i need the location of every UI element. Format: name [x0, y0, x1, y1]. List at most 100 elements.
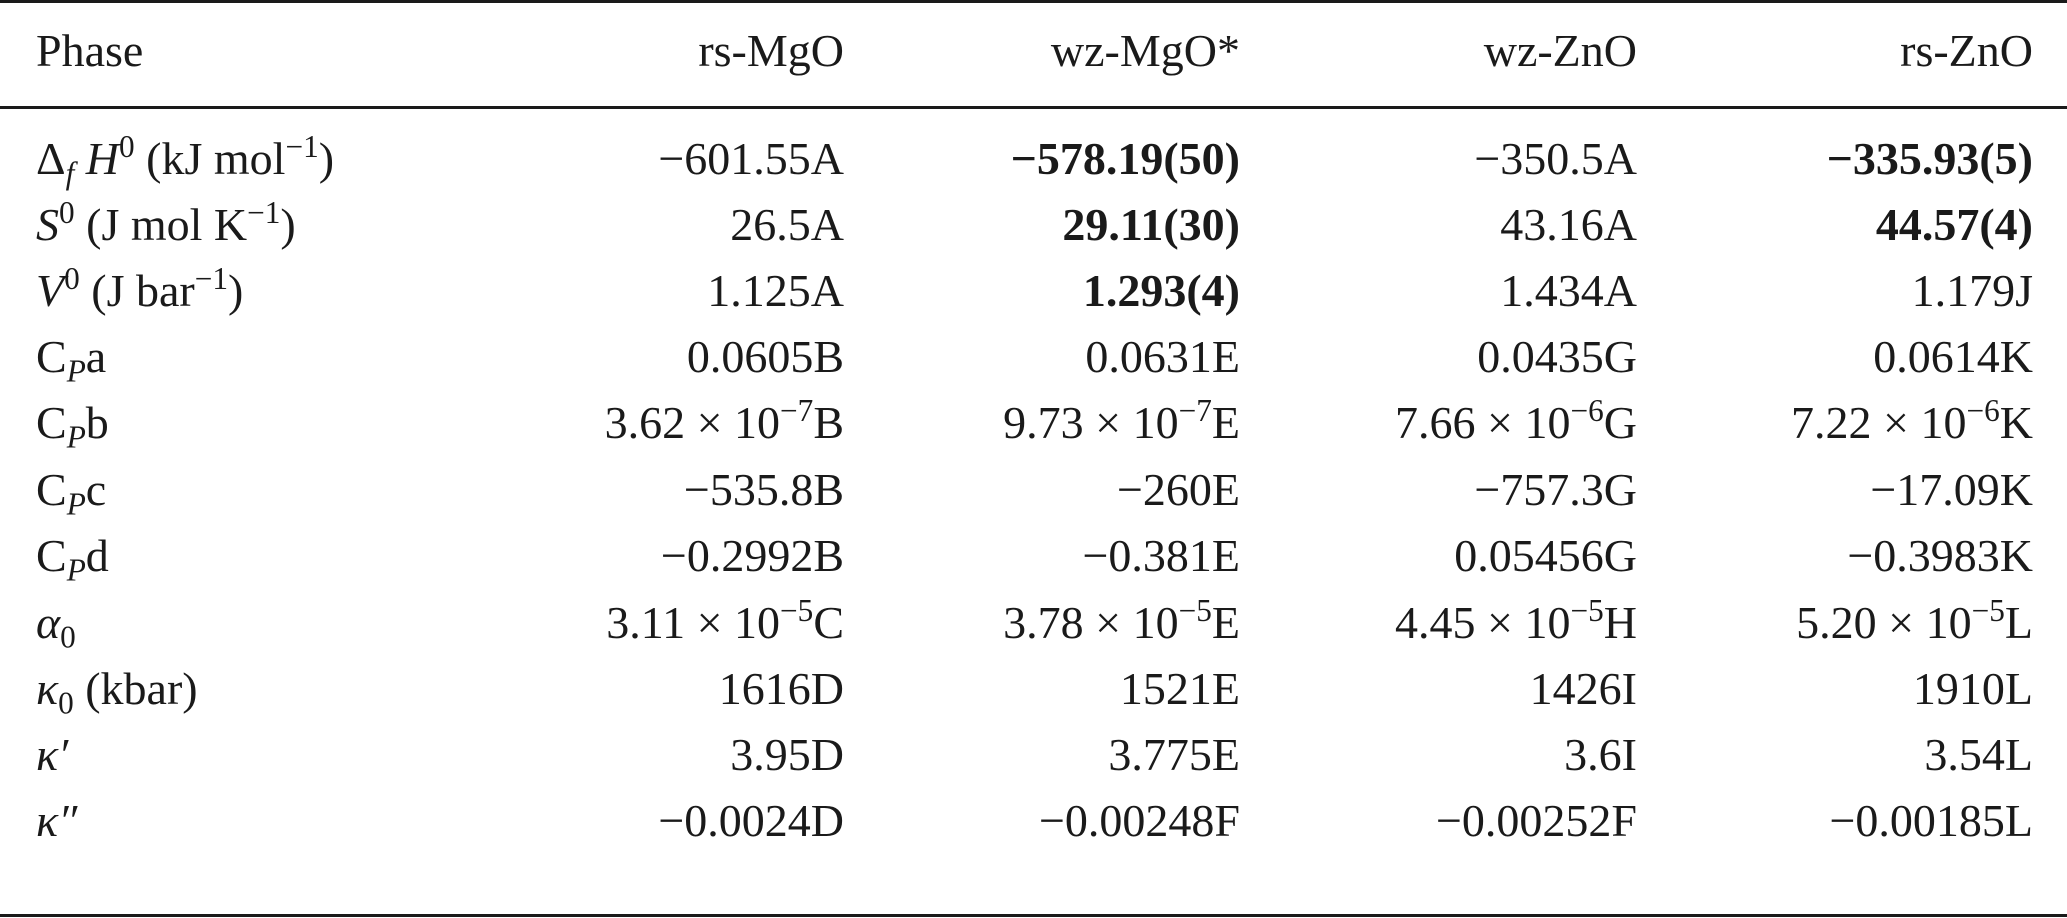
cell-rs-zno: 1910L [1912, 663, 2033, 714]
cell-rs-mgo: 26.5A [730, 199, 844, 250]
label-superscript: 0 [64, 260, 80, 296]
cell-wz-zno: 0.05456G [1454, 530, 1637, 581]
value-source: H [1603, 597, 1637, 648]
row-label: κ0 (kbar) [36, 656, 198, 722]
cell-rs-mgo: −0.2992B [660, 530, 844, 581]
cell-rs-zno: −335.93(5) [1826, 133, 2033, 184]
table-row: α0 3.11 × 10−5C 3.78 × 10−5E 4.45 × 10−5H 5.… [0, 590, 2067, 656]
label-subscript: P [66, 552, 86, 588]
cell-rs-mgo: −601.55A [658, 133, 844, 184]
table-row: κ″ −0.0024D −0.00248F −0.00252F −0.00185L [0, 788, 2067, 854]
label-tail: b [85, 397, 109, 448]
cell-wz-zno: 1426I [1529, 663, 1637, 714]
cell-wz-mgo: 1.293(4) [1082, 265, 1240, 316]
cell-rs-mgo: −535.8B [683, 464, 844, 515]
cell-wz-zno: 0.0435G [1477, 331, 1637, 382]
header-col-wz-zno: wz-ZnO [1483, 25, 1637, 76]
cell-wz-mgo: 3.78 × 10−5E [1003, 590, 1240, 656]
label-symbol: κ″ [36, 795, 78, 846]
cell-rs-zno: 1.179J [1911, 265, 2033, 316]
cell-wz-zno: −0.00252F [1435, 795, 1637, 846]
cell-rs-zno: 3.54L [1924, 729, 2033, 780]
label-unit-superscript: −1 [285, 128, 319, 164]
value-source: K [1999, 397, 2033, 448]
table-row: CPa 0.0605B 0.0631E 0.0435G 0.0614K [0, 324, 2067, 390]
value-exponent: −5 [1178, 592, 1212, 628]
label-unit: (kJ mol [134, 133, 286, 184]
row-label: Δf H0 (kJ mol−1) [36, 126, 334, 192]
cell-rs-zno: −0.00185L [1829, 795, 2033, 846]
cell-rs-mgo: 3.11 × 10−5C [606, 590, 844, 656]
label-symbol: κ′ [36, 729, 69, 780]
table-row: CPc −535.8B −260E −757.3G −17.09K [0, 457, 2067, 523]
row-label: CPd [36, 523, 109, 589]
label-superscript: 0 [119, 128, 135, 164]
label-symbol: α [36, 597, 61, 648]
value-mantissa: 4.45 × 10 [1395, 597, 1571, 648]
row-label: κ″ [36, 788, 77, 854]
table-bottom-rule [0, 914, 2067, 917]
label-tail: a [85, 331, 107, 382]
cell-wz-mgo: −578.19(50) [1010, 133, 1240, 184]
label-main: C [36, 397, 67, 448]
cell-wz-mgo: −0.00248F [1038, 795, 1240, 846]
cell-rs-mgo: 0.0605B [686, 331, 844, 382]
value-source: E [1211, 397, 1240, 448]
table-top-rule [0, 0, 2067, 3]
label-subscript: P [66, 353, 86, 389]
table-header-rule [0, 106, 2067, 109]
label-unit-close: ) [318, 133, 335, 184]
cell-rs-mgo: 3.95D [730, 729, 844, 780]
table-row: CPb 3.62 × 10−7B 9.73 × 10−7E 7.66 × 10−6G 7… [0, 390, 2067, 456]
label-subscript: P [66, 419, 86, 455]
value-mantissa: 3.62 × 10 [604, 397, 781, 448]
cell-rs-zno: 5.20 × 10−5L [1796, 590, 2033, 656]
cell-wz-mgo: 29.11(30) [1062, 199, 1240, 250]
cell-wz-mgo: 0.0631E [1085, 331, 1240, 382]
cell-wz-zno: 3.6I [1564, 729, 1637, 780]
header-phase-label: Phase [36, 25, 144, 76]
row-label: CPc [36, 457, 106, 523]
label-main: Δ [36, 133, 66, 184]
cell-rs-zno: −17.09K [1870, 464, 2033, 515]
label-unit-superscript: −1 [247, 194, 281, 230]
value-source: G [1603, 397, 1637, 448]
label-tail: d [85, 530, 109, 581]
value-exponent: −5 [1570, 592, 1604, 628]
label-unit-superscript: −1 [194, 260, 228, 296]
row-label: α0 [36, 590, 76, 656]
value-source: C [813, 597, 844, 648]
value-exponent: −6 [1570, 392, 1604, 428]
cell-wz-zno: −757.3G [1474, 464, 1637, 515]
value-mantissa: 3.11 × 10 [606, 597, 781, 648]
value-mantissa: 7.22 × 10 [1791, 397, 1967, 448]
label-unit: (J mol K [74, 199, 248, 250]
label-main: C [36, 530, 67, 581]
value-mantissa: 5.20 × 10 [1796, 597, 1972, 648]
cell-rs-zno: −0.3983K [1847, 530, 2033, 581]
row-label: S0 (J mol K−1) [36, 192, 296, 258]
table-row: κ′ 3.95D 3.775E 3.6I 3.54L [0, 722, 2067, 788]
cell-wz-mgo: 3.775E [1108, 729, 1240, 780]
cell-rs-mgo: 1.125A [707, 265, 844, 316]
value-mantissa: 3.78 × 10 [1003, 597, 1179, 648]
label-subscript: 0 [58, 685, 74, 721]
table-row: Δf H0 (kJ mol−1) −601.55A −578.19(50) −350.… [0, 126, 2067, 192]
label-symbol: κ [36, 663, 59, 714]
label-superscript: 0 [59, 194, 75, 230]
value-exponent: −5 [1971, 592, 2005, 628]
table-row: S0 (J mol K−1) 26.5A 29.11(30) 43.16A 44.57(… [0, 192, 2067, 258]
cell-wz-zno: −350.5A [1474, 133, 1637, 184]
label-unit-close: ) [227, 265, 244, 316]
cell-rs-mgo: 3.62 × 10−7B [605, 390, 844, 456]
value-exponent: −5 [780, 592, 814, 628]
cell-wz-mgo: −0.381E [1082, 530, 1240, 581]
label-unit: (kbar) [73, 663, 198, 714]
header-col-rs-mgo: rs-MgO [698, 25, 844, 76]
row-label: κ′ [36, 722, 68, 788]
cell-rs-zno: 7.22 × 10−6K [1791, 390, 2033, 456]
label-unit-close: ) [280, 199, 296, 250]
cell-wz-mgo: −260E [1116, 464, 1240, 515]
cell-rs-zno: 44.57(4) [1875, 199, 2033, 250]
header-col-rs-zno: rs-ZnO [1900, 25, 2033, 76]
